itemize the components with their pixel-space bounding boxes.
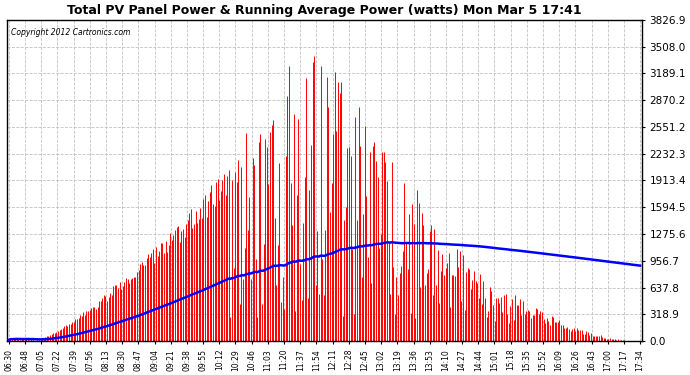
Title: Total PV Panel Power & Running Average Power (watts) Mon Mar 5 17:41: Total PV Panel Power & Running Average P… — [67, 4, 582, 17]
Text: Copyright 2012 Cartronics.com: Copyright 2012 Cartronics.com — [10, 28, 130, 37]
